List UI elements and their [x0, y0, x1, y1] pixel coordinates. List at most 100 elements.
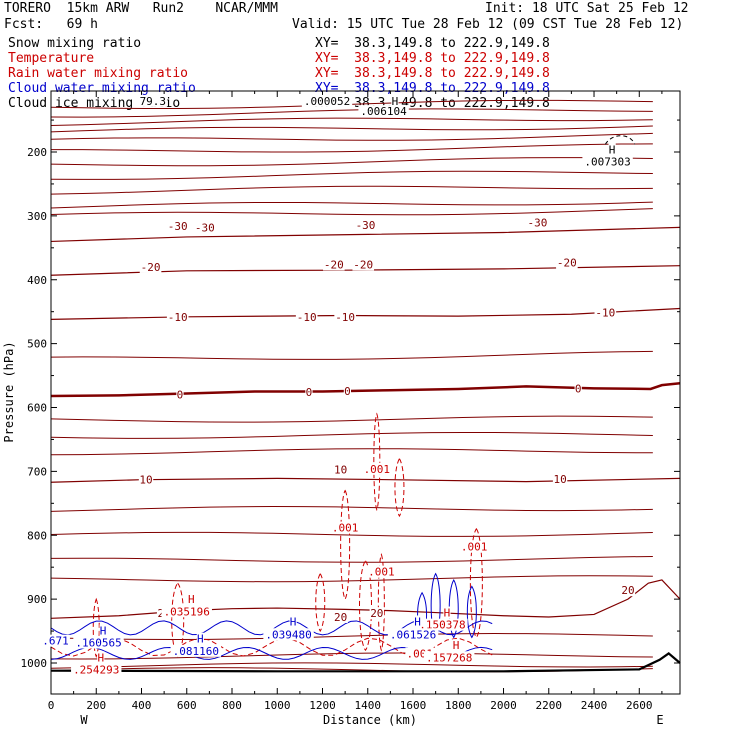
isotherm-line — [50, 108, 653, 118]
header-fcst: Fcst: 69 h — [4, 17, 98, 32]
rain-value-label: H — [188, 593, 195, 606]
contour-label-bg — [176, 388, 184, 401]
rain-value-label-bg — [443, 606, 451, 619]
rain-contour — [469, 528, 483, 639]
contour-label: 0 — [306, 386, 313, 399]
contour-label: -10 — [297, 311, 317, 324]
contour-label-bg — [556, 256, 578, 269]
contour-label-bg — [194, 221, 216, 234]
rain-contour — [359, 559, 372, 652]
east-label: E — [656, 713, 663, 727]
rain-value-label: .001 — [364, 463, 391, 476]
rain-value-label-bg — [424, 651, 475, 664]
x-tick-label: 400 — [132, 699, 152, 712]
header-init: Init: 18 UTC Sat 25 Feb 12 — [485, 1, 689, 16]
y-tick-label: 700 — [27, 465, 47, 478]
cloud-water-value-label-bg — [387, 628, 439, 641]
y-axis-label: Pressure (hPa) — [2, 341, 16, 442]
contour-label: 0 — [344, 385, 351, 398]
cloud-water-value-label-bg — [263, 628, 314, 641]
contour-label: 0 — [575, 382, 582, 395]
rain-value-label: H — [97, 651, 104, 664]
isotherm-line — [50, 350, 653, 360]
contour-label: -20 — [141, 261, 161, 274]
contour-label: -30 — [168, 220, 188, 233]
contour-label: 10 — [334, 463, 347, 476]
cloud-water-value-label: H — [197, 633, 204, 646]
x-tick-label: 1200 — [309, 699, 336, 712]
cloud-water-value-label-bg — [170, 644, 222, 657]
ice-value-label-bg — [138, 94, 168, 107]
rain-value-label-bg — [362, 462, 392, 475]
rain-value-label-bg — [187, 593, 195, 606]
isotherm-line — [50, 157, 653, 167]
contour-0 — [50, 381, 681, 398]
rain-contour — [373, 412, 381, 512]
contour-label-bg — [552, 473, 568, 486]
cloud-water-value-label-bg — [196, 632, 204, 645]
cloud-water-value-label: H — [100, 624, 107, 637]
cloud-water-value-label: .160565 — [75, 637, 121, 650]
isotherm-line — [50, 208, 653, 216]
ice-value-label: .007303 — [584, 156, 630, 169]
y-tick-label: 900 — [27, 593, 47, 606]
field-rain: Rain water mixing ratio — [8, 66, 189, 81]
rain-value-label-bg — [417, 618, 468, 631]
cloud-water-contour — [466, 585, 477, 639]
cloud-water-contour — [448, 578, 459, 639]
contour-label-bg — [166, 310, 189, 323]
ground-line — [50, 652, 681, 673]
rain-contour — [394, 457, 405, 518]
contour-label-bg — [352, 258, 375, 271]
contour-label-bg — [333, 611, 348, 624]
rain-value-label: .254293 — [73, 663, 119, 676]
field-cloud-water: Cloud water mixing ratio — [8, 81, 196, 96]
isotherm-line — [50, 555, 653, 563]
xy-temperature: XY= 38.3,149.8 to 222.9,149.8 — [315, 51, 550, 66]
contour-label-bg — [343, 384, 351, 397]
rain-value-label-bg — [366, 565, 396, 578]
rain-value-label-bg — [97, 651, 105, 664]
y-tick-label: 500 — [27, 338, 47, 351]
axes: 0 200 400 600 800 1000 1200 1400 1600 1800 2000 220… — [21, 91, 680, 712]
x-tick-label: 1000 — [264, 699, 291, 712]
contour--30 — [50, 226, 681, 243]
isotherm-line — [50, 448, 653, 456]
contour-label-bg — [166, 220, 189, 233]
rain-value-label: .001 — [461, 541, 488, 554]
isotherm-line — [50, 170, 653, 180]
rain-contour — [315, 572, 326, 633]
rain-value-label: H — [444, 607, 451, 620]
rain-value-label: .157268 — [426, 651, 472, 664]
contour-label-bg — [138, 473, 154, 486]
contour-label-bg — [333, 463, 348, 476]
isotherm-line — [50, 125, 653, 133]
rain-contour — [340, 489, 351, 601]
rain-contour — [92, 597, 100, 658]
contour-label: 20 — [621, 584, 634, 597]
cloud-water-value-label: .039480 — [265, 628, 311, 641]
contour-label-bg — [620, 584, 636, 597]
contour-label: -10 — [335, 311, 355, 324]
isotherm-line — [50, 531, 653, 537]
ice-value-label: .006104 — [360, 105, 407, 118]
cloud-water-value-label-bg — [413, 615, 422, 628]
contour-label-bg — [295, 310, 318, 323]
rain-value-label: .001 — [368, 566, 395, 579]
y-tick-label: 300 — [27, 210, 47, 223]
x-tick-label: 1600 — [400, 699, 427, 712]
contour-10 — [50, 477, 681, 483]
field-temperature: Temperature — [8, 51, 95, 66]
rain-value-label: .035196 — [164, 605, 210, 618]
rain-value-label: .001 — [332, 522, 359, 535]
cloud-water-value-label-bg — [41, 634, 70, 647]
rain-value-label-bg — [71, 663, 122, 676]
contour-label: -10 — [595, 306, 615, 319]
rain-value-label-bg — [459, 540, 489, 553]
contour-label-bg — [574, 382, 582, 395]
x-tick-label: 0 — [48, 699, 55, 712]
header-valid: Valid: 15 UTC Tue 28 Feb 12 (09 CST Tue … — [292, 17, 684, 32]
contour-label-bg — [139, 260, 162, 273]
ice-value-label-bg — [301, 94, 353, 107]
